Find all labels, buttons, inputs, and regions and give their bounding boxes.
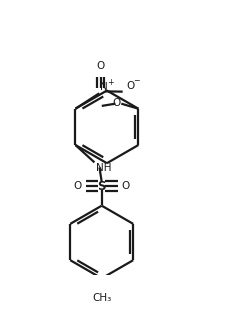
Text: −: − bbox=[133, 76, 139, 86]
Text: N: N bbox=[100, 82, 108, 92]
Text: O: O bbox=[122, 181, 130, 191]
Text: +: + bbox=[107, 78, 114, 87]
Text: O: O bbox=[97, 61, 105, 71]
Text: O: O bbox=[73, 181, 82, 191]
Text: O: O bbox=[126, 81, 134, 91]
Text: S: S bbox=[97, 180, 106, 193]
Text: O: O bbox=[112, 98, 120, 108]
Text: NH: NH bbox=[96, 163, 111, 174]
Text: CH₃: CH₃ bbox=[92, 293, 111, 303]
